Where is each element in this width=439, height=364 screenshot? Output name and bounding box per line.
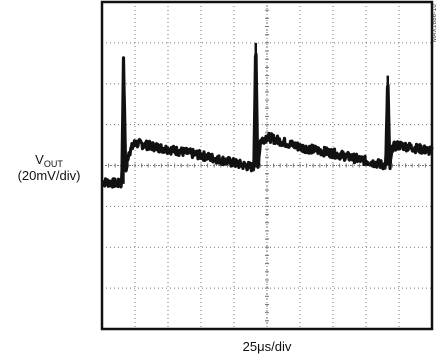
y-axis-label: VOUT xyxy=(35,152,63,169)
y-axis-label-subscript: OUT xyxy=(43,159,63,169)
x-axis-scale: 25μs/div xyxy=(242,339,292,354)
y-axis-scale: (20mV/div) xyxy=(17,168,81,183)
trace-vout xyxy=(100,52,434,189)
figure-id: MAX1686-10 xyxy=(432,4,438,43)
scope-frame xyxy=(100,0,434,331)
